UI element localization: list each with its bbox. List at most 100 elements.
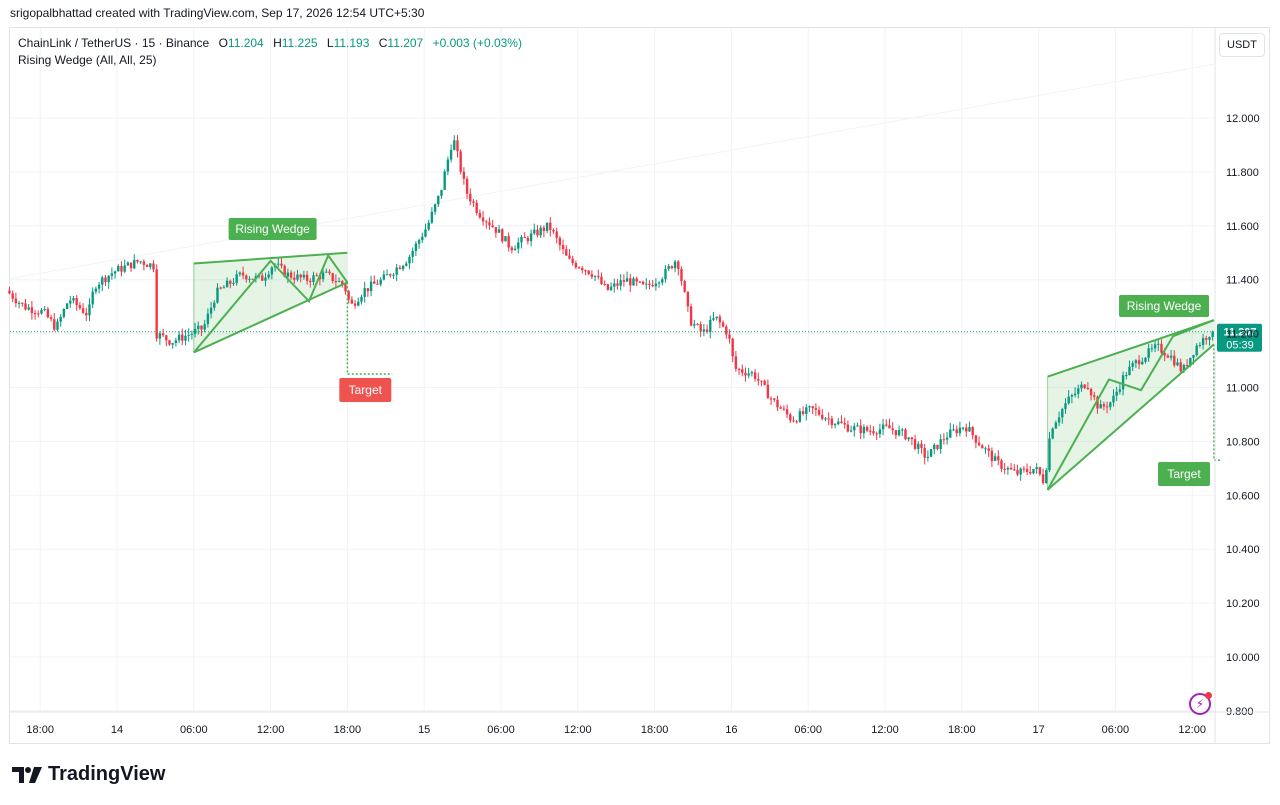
candle-body bbox=[469, 193, 472, 202]
candle-body bbox=[581, 267, 584, 271]
target-label: Target bbox=[1167, 467, 1201, 481]
candle-body bbox=[837, 421, 840, 425]
currency-unit-button[interactable]: USDT bbox=[1219, 33, 1265, 57]
candle-body bbox=[657, 282, 661, 284]
candle-body bbox=[1144, 357, 1147, 362]
price-tick-label: 11.400 bbox=[1226, 275, 1259, 287]
candle-body bbox=[184, 335, 187, 341]
candle-body bbox=[683, 281, 686, 292]
indicator-legend[interactable]: Rising Wedge (All, All, 25) bbox=[18, 53, 157, 67]
candle-body bbox=[1115, 391, 1118, 396]
candle-body bbox=[501, 229, 504, 242]
candle-body bbox=[619, 280, 622, 286]
candle-body bbox=[939, 439, 942, 450]
candle-body bbox=[478, 212, 482, 218]
candle-body bbox=[853, 426, 856, 431]
candle-body bbox=[635, 278, 638, 282]
candle-body bbox=[504, 236, 507, 242]
candle-body bbox=[910, 437, 914, 440]
candle-body bbox=[91, 291, 94, 305]
candle-body bbox=[801, 411, 805, 414]
time-tick-label: 15 bbox=[418, 724, 430, 736]
candle-body bbox=[997, 456, 1000, 461]
pattern-name-label-bg bbox=[228, 218, 317, 240]
candle-body bbox=[8, 290, 11, 294]
time-tick-label: 18:00 bbox=[26, 724, 54, 736]
wedge-zigzag bbox=[1046, 319, 1215, 491]
candle-body bbox=[1051, 428, 1054, 439]
candle-body bbox=[334, 281, 338, 283]
candle-body bbox=[344, 284, 347, 292]
symbol-legend[interactable]: ChainLink / TetherUS · 15 · Binance O11.… bbox=[18, 35, 522, 69]
candle-body bbox=[209, 307, 213, 314]
low-value: 11.193 bbox=[333, 36, 370, 50]
candle-body bbox=[296, 274, 299, 280]
candle-body bbox=[606, 284, 610, 290]
candle-body bbox=[888, 425, 891, 429]
candle-body bbox=[56, 321, 59, 330]
candle-body bbox=[565, 249, 568, 256]
candle-body bbox=[843, 423, 846, 425]
time-tick-label: 12:00 bbox=[1178, 724, 1206, 736]
candle-body bbox=[869, 430, 872, 432]
candle-body bbox=[30, 307, 34, 314]
grid-line-h bbox=[9, 63, 1216, 280]
candle-body bbox=[728, 334, 731, 339]
candle-body bbox=[725, 326, 728, 335]
candle-body bbox=[648, 283, 651, 285]
candle-body bbox=[782, 408, 786, 410]
candle-body bbox=[1153, 344, 1157, 349]
candle-body bbox=[1163, 352, 1166, 356]
candle-body bbox=[600, 276, 603, 284]
candle-body bbox=[43, 309, 46, 311]
pattern-name-label-bg bbox=[1119, 295, 1210, 317]
candle-body bbox=[149, 263, 152, 267]
candle-body bbox=[811, 406, 814, 409]
candle-body bbox=[350, 299, 354, 304]
candle-body bbox=[577, 267, 581, 269]
candle-body bbox=[859, 425, 862, 434]
candle-body bbox=[251, 278, 254, 280]
candle-body bbox=[929, 449, 933, 457]
candle-body bbox=[568, 255, 571, 259]
candle-body bbox=[699, 324, 702, 332]
flash-icon[interactable]: ⚡ bbox=[1189, 692, 1212, 715]
candle-body bbox=[702, 329, 706, 332]
candle-body bbox=[757, 378, 760, 381]
symbol-name[interactable]: ChainLink / TetherUS · 15 · Binance bbox=[18, 36, 210, 50]
wedge-lower-line bbox=[193, 281, 348, 354]
tradingview-logo[interactable]: TradingView bbox=[12, 763, 165, 786]
candle-body bbox=[1141, 361, 1144, 365]
candle-body bbox=[1176, 362, 1179, 366]
candle-body bbox=[152, 263, 155, 270]
open-value: 11.204 bbox=[227, 36, 264, 50]
low-label: L bbox=[326, 36, 334, 50]
chart-frame[interactable] bbox=[9, 27, 1270, 744]
candle-body bbox=[405, 263, 408, 266]
candle-body bbox=[1198, 344, 1202, 346]
candle-body bbox=[667, 266, 670, 269]
price-tick-label: 11.600 bbox=[1226, 221, 1259, 233]
pattern-name-label: Rising Wedge bbox=[235, 222, 310, 236]
candle-body bbox=[456, 140, 459, 152]
last-price-tag bbox=[1217, 323, 1262, 352]
candle-body bbox=[75, 298, 78, 306]
candle-body bbox=[571, 258, 574, 264]
candle-body bbox=[561, 245, 565, 250]
candle-body bbox=[462, 171, 466, 179]
pattern-overlays bbox=[193, 251, 1221, 491]
candle-body bbox=[718, 316, 722, 323]
candle-body bbox=[1205, 338, 1208, 340]
candle-body bbox=[24, 303, 27, 310]
candle-body bbox=[805, 407, 808, 414]
candle-body bbox=[654, 283, 658, 287]
candle-body bbox=[824, 418, 827, 420]
candle-body bbox=[382, 274, 386, 280]
candle-body bbox=[427, 222, 430, 230]
candle-body bbox=[101, 277, 104, 285]
candle-body bbox=[443, 171, 446, 190]
candle-body bbox=[638, 281, 642, 283]
candle-body bbox=[193, 329, 197, 334]
candle-body bbox=[712, 318, 715, 320]
